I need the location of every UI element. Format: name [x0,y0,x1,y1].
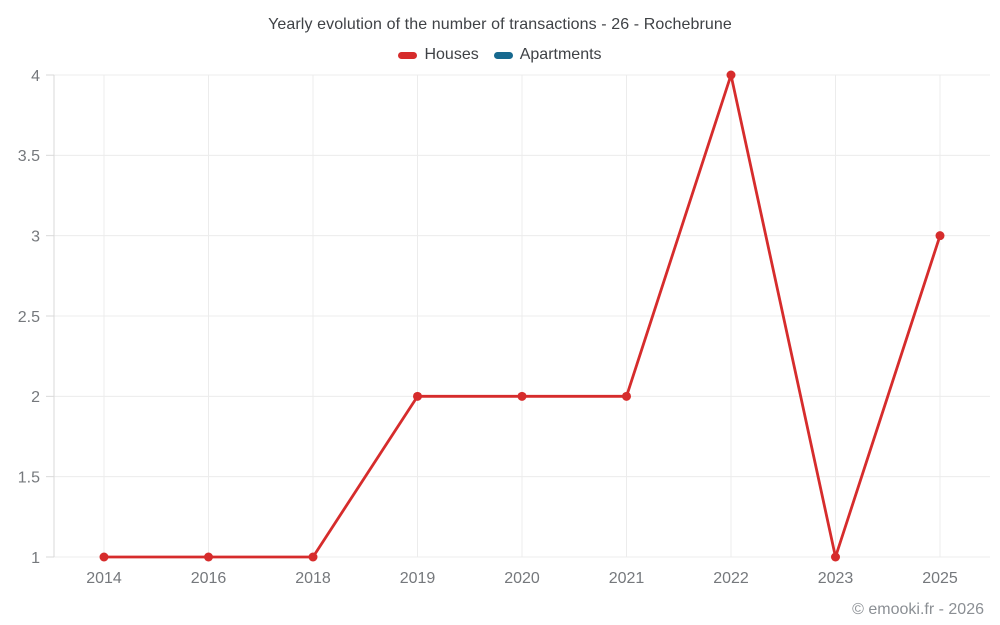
houses-series-swatch-icon [398,51,418,59]
data-point-houses[interactable] [413,391,422,401]
legend-label-houses: Houses [424,46,479,63]
y-axis-tick-label: 3.5 [18,148,40,165]
chart-title: Yearly evolution of the number of transa… [268,16,732,33]
x-axis-tick-label: 2020 [504,570,540,587]
legend-label-apartments: Apartments [519,46,602,63]
chart-legend: Houses Apartments [0,46,1000,64]
data-point-houses[interactable] [831,552,840,562]
y-axis-tick-label: 2.5 [18,309,40,326]
y-axis-tick-label: 1.5 [18,469,40,486]
x-axis-tick-label: 2025 [922,570,958,587]
data-point-houses[interactable] [308,552,318,562]
data-point-houses[interactable] [622,391,631,401]
x-axis-tick-label: 2016 [191,570,227,587]
x-axis-tick-label: 2018 [295,570,331,587]
data-point-houses[interactable] [99,552,109,562]
y-axis-tick-label: 4 [31,68,40,85]
x-axis-tick-label: 2022 [713,570,749,587]
data-point-houses[interactable] [204,552,213,562]
apartments-series-swatch-icon [493,51,513,59]
y-axis-tick-label: 3 [31,228,40,245]
x-axis-tick-label: 2014 [86,570,122,587]
y-axis-tick-label: 2 [31,389,40,406]
data-point-houses[interactable] [935,231,945,241]
y-axis-tick-label: 1 [31,550,40,567]
footer-credit: © emooki.fr - 2026 [852,601,984,618]
data-point-houses[interactable] [726,70,736,80]
legend-item-apartments[interactable]: Apartments [493,46,602,64]
legend-item-houses[interactable]: Houses [398,46,479,64]
data-point-houses[interactable] [517,391,527,401]
x-axis-tick-label: 2019 [400,570,436,587]
x-axis-tick-label: 2023 [818,570,854,587]
x-axis-tick-label: 2021 [609,570,645,587]
